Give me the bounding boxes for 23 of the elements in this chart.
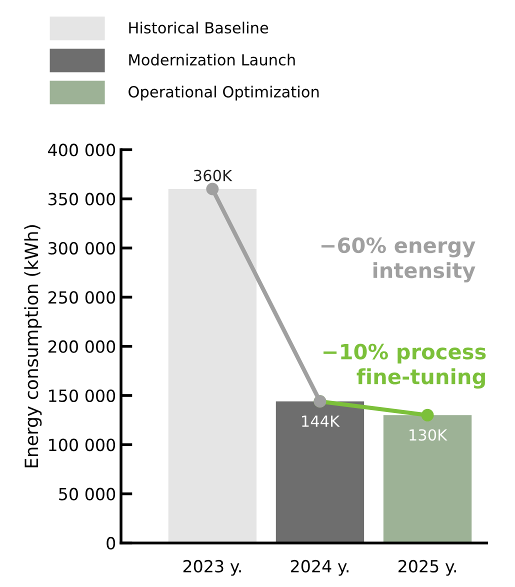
point xyxy=(421,408,434,422)
y-tick-label: 150 000 xyxy=(49,389,116,402)
y-tick-label: 200 000 xyxy=(48,340,116,353)
annotation: −10% process fine-tuning xyxy=(324,344,486,389)
y-axis-title: Energy consumption (kWh) xyxy=(24,225,42,468)
y-tick-label: 300 000 xyxy=(48,242,116,255)
x-tick-label: 2024 y. xyxy=(290,560,348,576)
data-label: 144K xyxy=(302,416,340,427)
y-tick-label: 100 000 xyxy=(49,438,116,452)
data-label: 130K xyxy=(410,429,448,441)
y-tick-label: 50 000 xyxy=(59,488,116,500)
point xyxy=(206,182,219,196)
annotation: −60% energy intensity xyxy=(321,237,476,282)
data-label: 360K xyxy=(194,170,232,182)
y-tick-label: 0 xyxy=(106,536,116,550)
y-tick-label: 250 000 xyxy=(48,291,116,304)
y-tick-label: 350 000 xyxy=(48,192,116,206)
legend-label: Historical Baseline xyxy=(129,22,268,34)
y-tick-label: 400 000 xyxy=(48,144,116,156)
x-tick-label: 2023 y. xyxy=(183,560,241,576)
legend-label: Modernization Launch xyxy=(129,54,295,66)
legend-label: Operational Optimization xyxy=(128,86,319,101)
x-tick-label: 2025 y. xyxy=(398,560,456,576)
